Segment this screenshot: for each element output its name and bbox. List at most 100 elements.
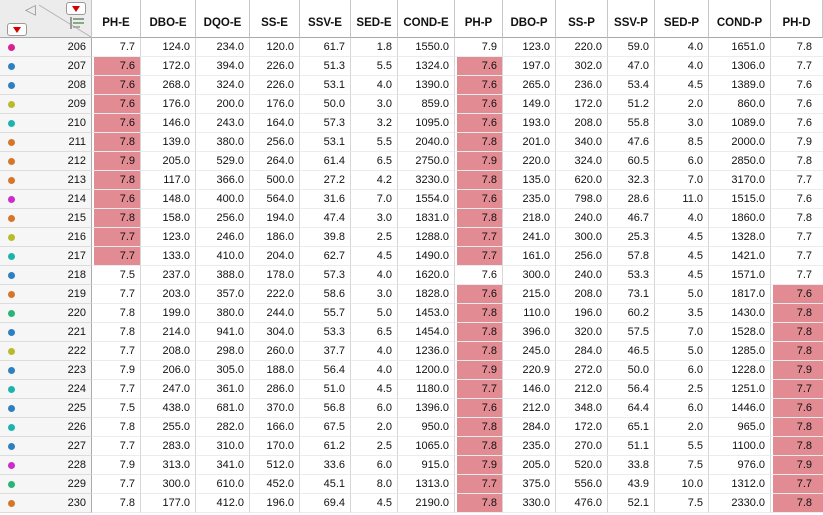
- cell-ssv-p-207[interactable]: 47.0: [608, 57, 655, 76]
- cell-cond-p-212[interactable]: 2850.0: [709, 152, 771, 171]
- cell-ssv-e-215[interactable]: 47.4: [300, 209, 351, 228]
- cell-ssv-e-219[interactable]: 58.6: [300, 285, 351, 304]
- cell-ph-p-208[interactable]: 7.6: [455, 76, 503, 95]
- cell-sed-p-224[interactable]: 2.5: [655, 380, 709, 399]
- cell-dqo-e-217[interactable]: 410.0: [196, 247, 250, 266]
- cell-sed-p-216[interactable]: 4.5: [655, 228, 709, 247]
- cell-cond-p-217[interactable]: 1421.0: [709, 247, 771, 266]
- cell-sed-e-208[interactable]: 4.0: [351, 76, 398, 95]
- cell-cond-e-207[interactable]: 1324.0: [398, 57, 455, 76]
- cell-ssv-p-215[interactable]: 46.7: [608, 209, 655, 228]
- cell-cond-e-210[interactable]: 1095.0: [398, 114, 455, 133]
- row-header-224[interactable]: 224: [0, 380, 92, 399]
- cell-ss-p-215[interactable]: 240.0: [556, 209, 608, 228]
- cell-ssv-e-222[interactable]: 37.7: [300, 342, 351, 361]
- cell-ph-d-206[interactable]: 7.8: [771, 38, 823, 57]
- cell-sed-e-226[interactable]: 2.0: [351, 418, 398, 437]
- cell-dbo-p-227[interactable]: 235.0: [503, 437, 556, 456]
- cell-ph-p-215[interactable]: 7.8: [455, 209, 503, 228]
- row-header-214[interactable]: 214: [0, 190, 92, 209]
- cell-dbo-e-220[interactable]: 199.0: [141, 304, 196, 323]
- cell-ssv-e-224[interactable]: 51.0: [300, 380, 351, 399]
- row-header-211[interactable]: 211: [0, 133, 92, 152]
- cell-ssv-p-224[interactable]: 56.4: [608, 380, 655, 399]
- column-header-ssv-e[interactable]: SSV-E: [300, 0, 351, 38]
- cell-dbo-p-214[interactable]: 235.0: [503, 190, 556, 209]
- cell-dbo-p-223[interactable]: 220.9: [503, 361, 556, 380]
- cell-sed-e-225[interactable]: 6.0: [351, 399, 398, 418]
- cell-sed-p-222[interactable]: 5.0: [655, 342, 709, 361]
- cell-ss-e-227[interactable]: 170.0: [250, 437, 300, 456]
- cell-ph-d-228[interactable]: 7.9: [771, 456, 823, 475]
- cell-ss-p-211[interactable]: 340.0: [556, 133, 608, 152]
- cell-dqo-e-230[interactable]: 412.0: [196, 494, 250, 513]
- cell-ss-p-221[interactable]: 320.0: [556, 323, 608, 342]
- cell-ph-e-227[interactable]: 7.7: [92, 437, 141, 456]
- cell-dqo-e-225[interactable]: 681.0: [196, 399, 250, 418]
- cell-ph-e-226[interactable]: 7.8: [92, 418, 141, 437]
- cell-ph-e-216[interactable]: 7.7: [92, 228, 141, 247]
- cell-cond-e-221[interactable]: 1454.0: [398, 323, 455, 342]
- cell-cond-e-222[interactable]: 1236.0: [398, 342, 455, 361]
- cell-dbo-e-216[interactable]: 123.0: [141, 228, 196, 247]
- cell-dqo-e-206[interactable]: 234.0: [196, 38, 250, 57]
- cell-ssv-p-218[interactable]: 53.3: [608, 266, 655, 285]
- cell-cond-p-224[interactable]: 1251.0: [709, 380, 771, 399]
- cell-ph-p-220[interactable]: 7.8: [455, 304, 503, 323]
- cell-ph-e-213[interactable]: 7.8: [92, 171, 141, 190]
- cell-cond-e-227[interactable]: 1065.0: [398, 437, 455, 456]
- cell-cond-p-209[interactable]: 860.0: [709, 95, 771, 114]
- cell-cond-e-230[interactable]: 2190.0: [398, 494, 455, 513]
- cell-ph-d-226[interactable]: 7.8: [771, 418, 823, 437]
- cell-cond-p-216[interactable]: 1328.0: [709, 228, 771, 247]
- cell-ssv-e-226[interactable]: 67.5: [300, 418, 351, 437]
- cell-sed-e-216[interactable]: 2.5: [351, 228, 398, 247]
- cell-ph-p-226[interactable]: 7.8: [455, 418, 503, 437]
- cell-dbo-e-218[interactable]: 237.0: [141, 266, 196, 285]
- cell-dqo-e-223[interactable]: 305.0: [196, 361, 250, 380]
- row-header-219[interactable]: 219: [0, 285, 92, 304]
- cell-ss-p-213[interactable]: 620.0: [556, 171, 608, 190]
- cell-sed-e-213[interactable]: 4.2: [351, 171, 398, 190]
- cell-ph-e-220[interactable]: 7.8: [92, 304, 141, 323]
- cell-dqo-e-227[interactable]: 310.0: [196, 437, 250, 456]
- cell-ssv-p-223[interactable]: 50.0: [608, 361, 655, 380]
- cell-dqo-e-213[interactable]: 366.0: [196, 171, 250, 190]
- cell-dbo-p-230[interactable]: 330.0: [503, 494, 556, 513]
- cell-ph-d-217[interactable]: 7.7: [771, 247, 823, 266]
- cell-ss-p-214[interactable]: 798.0: [556, 190, 608, 209]
- cell-ph-p-217[interactable]: 7.7: [455, 247, 503, 266]
- cell-sed-e-220[interactable]: 5.0: [351, 304, 398, 323]
- cell-ss-p-207[interactable]: 302.0: [556, 57, 608, 76]
- row-header-207[interactable]: 207: [0, 57, 92, 76]
- cell-dqo-e-222[interactable]: 298.0: [196, 342, 250, 361]
- column-header-sed-e[interactable]: SED-E: [351, 0, 398, 38]
- cell-ss-e-222[interactable]: 260.0: [250, 342, 300, 361]
- row-header-225[interactable]: 225: [0, 399, 92, 418]
- cell-sed-p-229[interactable]: 10.0: [655, 475, 709, 494]
- cell-dbo-e-224[interactable]: 247.0: [141, 380, 196, 399]
- cell-dqo-e-224[interactable]: 361.0: [196, 380, 250, 399]
- cell-dqo-e-226[interactable]: 282.0: [196, 418, 250, 437]
- cell-dbo-p-216[interactable]: 241.0: [503, 228, 556, 247]
- cell-ph-p-229[interactable]: 7.7: [455, 475, 503, 494]
- cell-ssv-p-208[interactable]: 53.4: [608, 76, 655, 95]
- cell-dbo-p-218[interactable]: 300.0: [503, 266, 556, 285]
- column-header-cond-p[interactable]: COND-P: [709, 0, 771, 38]
- cell-ss-p-230[interactable]: 476.0: [556, 494, 608, 513]
- cell-cond-p-208[interactable]: 1389.0: [709, 76, 771, 95]
- cell-dbo-p-213[interactable]: 135.0: [503, 171, 556, 190]
- cell-dqo-e-207[interactable]: 394.0: [196, 57, 250, 76]
- cell-ph-d-222[interactable]: 7.8: [771, 342, 823, 361]
- column-header-ss-p[interactable]: SS-P: [556, 0, 608, 38]
- cell-ph-p-209[interactable]: 7.6: [455, 95, 503, 114]
- cell-cond-e-215[interactable]: 1831.0: [398, 209, 455, 228]
- cell-ph-d-210[interactable]: 7.6: [771, 114, 823, 133]
- cell-ph-p-218[interactable]: 7.6: [455, 266, 503, 285]
- cell-cond-p-215[interactable]: 1860.0: [709, 209, 771, 228]
- row-header-230[interactable]: 230: [0, 494, 92, 513]
- column-header-dbo-p[interactable]: DBO-P: [503, 0, 556, 38]
- cell-ss-p-226[interactable]: 172.0: [556, 418, 608, 437]
- cell-dqo-e-212[interactable]: 529.0: [196, 152, 250, 171]
- cell-dbo-p-211[interactable]: 201.0: [503, 133, 556, 152]
